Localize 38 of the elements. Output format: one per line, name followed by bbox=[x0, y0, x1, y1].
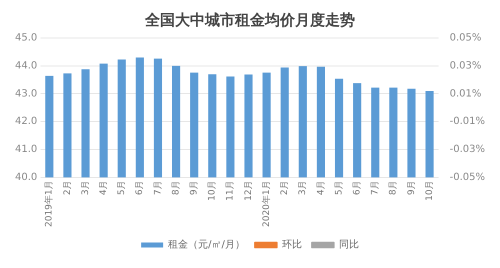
x-tick-label: 6月 bbox=[352, 180, 362, 196]
x-tick-label: 8月 bbox=[388, 180, 399, 196]
x-tick-label: 11月 bbox=[226, 180, 236, 201]
x-tick-label: 2020年1月 bbox=[260, 180, 272, 228]
x-tick-label: 9月 bbox=[406, 180, 417, 196]
y2-tick-label: 0.01% bbox=[450, 88, 482, 100]
y-tick-label: 40.0 bbox=[15, 172, 38, 183]
x-tick-label: 4月 bbox=[98, 180, 109, 196]
x-tick-label: 3月 bbox=[298, 180, 308, 196]
legend-label: 同比 bbox=[338, 238, 359, 251]
x-tick-label: 10月 bbox=[424, 180, 435, 201]
legend-label: 租金（元/㎡/月） bbox=[168, 238, 245, 251]
y-tick-label: 41.0 bbox=[15, 144, 38, 156]
y2-tick-label: 0.05% bbox=[450, 32, 482, 44]
x-tick-label: 5月 bbox=[117, 180, 128, 196]
y-tick-label: 45.0 bbox=[15, 32, 38, 44]
y-tick-label: 43.0 bbox=[15, 88, 38, 100]
y2-tick-label: -0.03% bbox=[450, 144, 486, 156]
x-tick-label: 9月 bbox=[190, 180, 200, 196]
x-tick-label: 2月 bbox=[280, 180, 290, 196]
y-tick-label: 44.0 bbox=[15, 60, 38, 72]
legend-label: 环比 bbox=[282, 238, 302, 251]
x-tick-label: 8月 bbox=[171, 180, 182, 196]
x-tick-label: 7月 bbox=[370, 180, 381, 196]
y2-tick-label: -0.05% bbox=[450, 172, 486, 183]
y-tick-label: 42.0 bbox=[15, 116, 38, 128]
x-tick-label: 3月 bbox=[80, 180, 91, 196]
x-tick-label: 2月 bbox=[62, 180, 73, 196]
chart-title: 全国大中城市租金均价月度走势 bbox=[144, 10, 355, 29]
x-tick-label: 5月 bbox=[334, 180, 344, 196]
x-tick-label: 2019年1月 bbox=[44, 180, 55, 228]
x-tick-label: 6月 bbox=[135, 180, 146, 196]
y2-tick-label: -0.01% bbox=[450, 116, 486, 128]
x-tick-label: 10月 bbox=[208, 180, 218, 201]
x-tick-label: 4月 bbox=[316, 180, 326, 196]
x-tick-label: 7月 bbox=[153, 180, 164, 196]
x-tick-label: 12月 bbox=[244, 180, 254, 201]
y2-tick-label: 0.03% bbox=[450, 60, 482, 72]
